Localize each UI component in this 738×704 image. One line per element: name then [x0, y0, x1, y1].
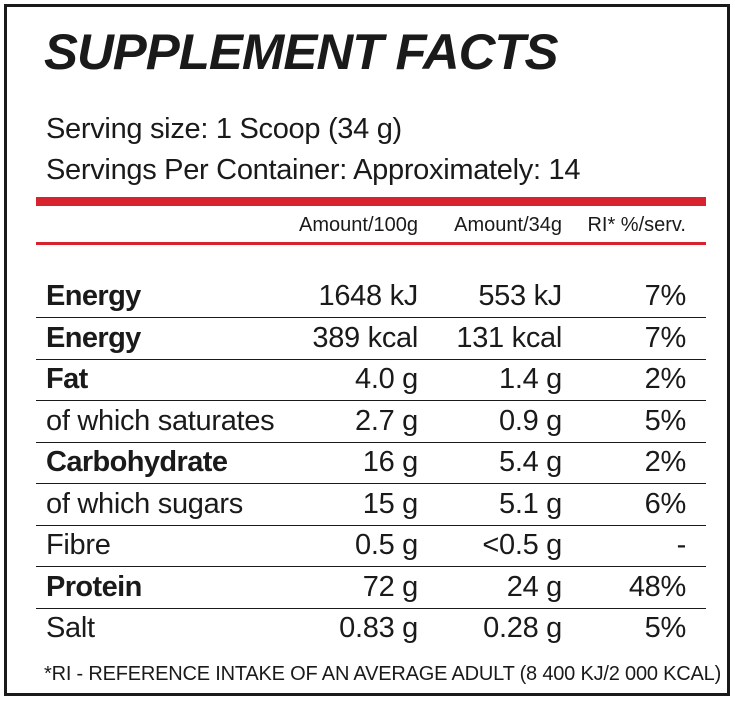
column-header-amount-34g: Amount/34g [454, 214, 562, 236]
row-divider [36, 524, 706, 526]
amount-per-34g: 24 g [506, 570, 563, 603]
nutrient-name: Fibre [46, 529, 111, 561]
nutrient-name: Energy [46, 321, 141, 354]
amount-per-100g: 4.0 g [355, 363, 418, 395]
table-row: of which sugars 15 g 5.1 g 6% [0, 484, 738, 526]
ri-percent: 6% [644, 487, 687, 520]
amount-per-100g: 72 g [362, 570, 419, 603]
amount-per-100g: 1648 kJ [318, 280, 419, 312]
serving-size: Serving size: 1 Scoop (34 g) [46, 113, 402, 145]
supplement-facts-panel [4, 4, 730, 696]
row-divider [36, 566, 706, 567]
nutrient-name: Energy [46, 280, 141, 312]
red-divider-thin [36, 242, 706, 245]
amount-per-100g: 16 g [362, 446, 419, 478]
amount-per-100g: 15 g [362, 487, 419, 520]
ri-percent: 5% [644, 404, 687, 437]
amount-per-34g: <0.5 g [482, 529, 562, 561]
table-row: Energy 1648 kJ 553 kJ 7% [0, 276, 738, 318]
amount-per-34g: 0.28 g [483, 612, 562, 644]
table-row: Protein 72 g 24 g 48% [0, 567, 738, 609]
amount-per-34g: 0.9 g [499, 404, 562, 437]
table-row: Fibre 0.5 g <0.5 g - [0, 525, 738, 567]
nutrient-name: of which saturates [46, 404, 275, 437]
nutrient-name: Carbohydrate [46, 446, 228, 478]
ri-percent: 48% [628, 570, 686, 603]
column-header-amount-100g: Amount/100g [299, 214, 418, 236]
nutrient-name: Fat [46, 363, 88, 395]
amount-per-100g: 2.7 g [355, 404, 418, 437]
table-row: Energy 389 kcal 131 kcal 7% [0, 318, 738, 360]
nutrient-name: of which sugars [46, 487, 243, 520]
ri-percent: 7% [644, 280, 687, 312]
red-divider-thick [36, 197, 706, 206]
ri-percent: 5% [644, 612, 687, 644]
amount-per-34g: 1.4 g [499, 363, 562, 395]
column-header-ri: RI* %/serv. [587, 214, 686, 236]
row-divider [36, 483, 706, 484]
ri-percent: 7% [644, 321, 687, 354]
table-row: Carbohydrate 16 g 5.4 g 2% [0, 442, 738, 484]
row-divider [36, 358, 706, 360]
footnote: *RI - REFERENCE INTAKE OF AN AVERAGE ADU… [44, 663, 722, 685]
table-row: Salt 0.83 g 0.28 g 5% [0, 608, 738, 649]
servings-per-container: Servings Per Container: Approximately: 1… [46, 154, 581, 186]
amount-per-34g: 5.1 g [499, 487, 562, 520]
row-divider [36, 400, 706, 401]
row-divider [36, 607, 706, 609]
amount-per-100g: 0.83 g [339, 612, 418, 644]
nutrient-name: Protein [46, 570, 142, 603]
ri-percent: 2% [644, 446, 687, 478]
table-row: of which saturates 2.7 g 0.9 g 5% [0, 401, 738, 443]
amount-per-34g: 131 kcal [456, 321, 562, 354]
nutrient-name: Salt [46, 612, 95, 644]
amount-per-100g: 389 kcal [312, 321, 418, 354]
ri-percent: - [676, 529, 687, 561]
amount-per-34g: 553 kJ [478, 280, 562, 312]
row-divider [36, 441, 706, 443]
amount-per-34g: 5.4 g [499, 446, 562, 478]
table-row: Fat 4.0 g 1.4 g 2% [0, 359, 738, 401]
ri-percent: 2% [644, 363, 687, 395]
amount-per-100g: 0.5 g [355, 529, 418, 561]
page-title: SUPPLEMENT FACTS [44, 24, 559, 80]
row-divider [36, 317, 706, 318]
